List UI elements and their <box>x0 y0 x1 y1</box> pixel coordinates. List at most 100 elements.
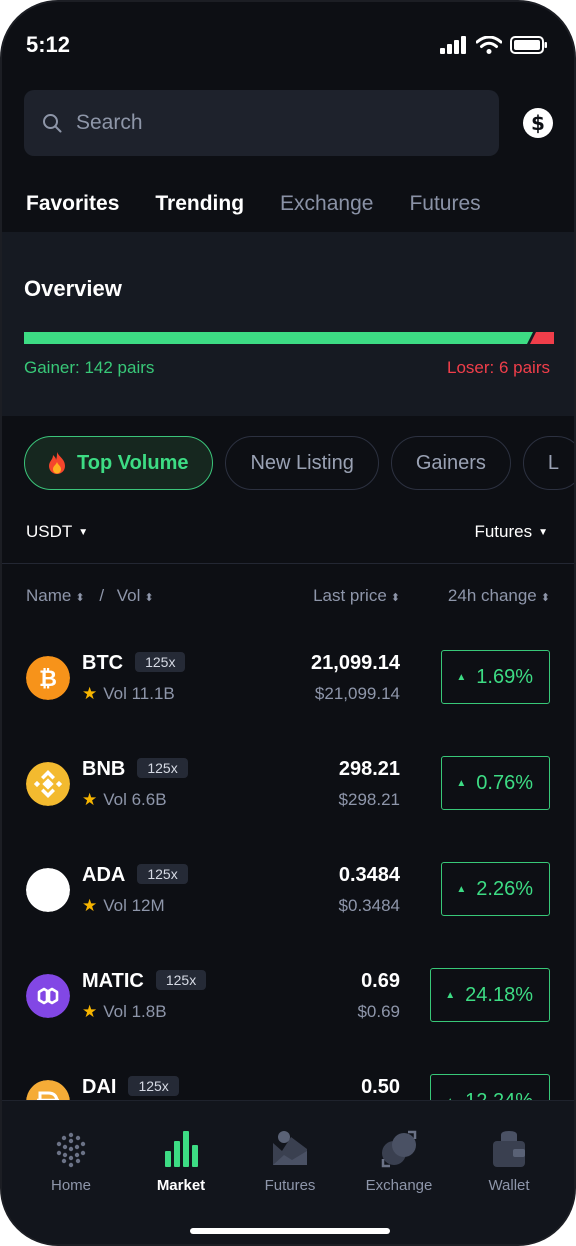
quote-filter-label: USDT <box>26 522 73 541</box>
arrow-up-icon: ▲ <box>445 1095 456 1103</box>
column-name[interactable]: Name ⬍ / Vol ⬍ <box>26 586 154 606</box>
dai-icon <box>26 1080 70 1102</box>
wifi-icon <box>476 36 502 54</box>
chip-top-volume[interactable]: Top Volume <box>24 436 214 490</box>
nav-futures[interactable]: Futures <box>235 1129 345 1194</box>
fire-icon <box>49 452 65 474</box>
price-usd: $0.69 <box>357 1002 400 1021</box>
bnb-icon <box>26 762 70 806</box>
coin-symbol: BTC 125x <box>82 652 186 675</box>
leverage-badge: 125x <box>155 970 207 990</box>
nav-wallet[interactable]: Wallet <box>454 1129 564 1194</box>
change-text: 24.18% <box>465 983 533 1006</box>
nav-exchange[interactable]: Exchange <box>344 1129 454 1194</box>
status-icons <box>440 36 548 54</box>
change-text: 0.76% <box>476 771 533 794</box>
sort-icon: ⬍ <box>144 592 154 604</box>
search-input[interactable]: Search <box>24 90 499 156</box>
column-24h-change[interactable]: 24h change ⬍ <box>448 586 550 606</box>
table-row[interactable]: MATIC 125x ★ Vol 1.8B 0.69 $0.69 ▲ 24.18% <box>2 940 574 1046</box>
coin-symbol: BNB 125x <box>82 758 188 781</box>
chip-new-listing[interactable]: New Listing <box>225 436 379 490</box>
leverage-badge: 125x <box>137 864 188 884</box>
coin-symbol-text: MATIC <box>82 970 144 992</box>
star-icon[interactable]: ★ <box>82 1002 98 1021</box>
change-badge[interactable]: ▲ 12.24% <box>430 1074 550 1102</box>
battery-icon <box>510 36 547 54</box>
price-usd: $21,099.14 <box>314 684 400 703</box>
gainer-segment <box>24 332 533 344</box>
chevron-down-icon: ▼ <box>78 527 89 538</box>
wallet-icon <box>493 1131 525 1167</box>
btc-icon: ₿ <box>26 656 70 700</box>
quote-filter[interactable]: USDT ▼ <box>26 522 88 542</box>
svg-text:₿: ₿ <box>39 667 57 692</box>
search-placeholder: Search <box>76 111 143 134</box>
table-row[interactable]: ₿ BTC 125x ★ Vol 11.1B 21,099.14 $21,099.1… <box>2 622 574 728</box>
change-badge[interactable]: ▲ 0.76% <box>441 756 550 810</box>
exchange-icon <box>381 1130 417 1168</box>
filter-row: USDT ▼ Futures ▼ <box>2 516 574 564</box>
column-change-label: 24h change <box>447 586 537 605</box>
coin-symbol-text: DAI <box>82 1076 117 1098</box>
overview-title: Overview <box>24 276 122 301</box>
change-text: 1.69% <box>476 665 533 688</box>
market-tabs: Favorites Trending Exchange Futures <box>26 192 481 216</box>
chip-gainers[interactable]: Gainers <box>390 436 511 490</box>
change-text: 12.24% <box>465 1089 533 1103</box>
column-price-label: Last price <box>313 586 387 605</box>
change-badge[interactable]: ▲ 2.26% <box>441 862 550 916</box>
market-filter[interactable]: Futures ▼ <box>474 522 548 542</box>
arrow-up-icon: ▲ <box>445 989 456 1001</box>
nav-wallet-label: Wallet <box>488 1177 530 1194</box>
column-separator: / <box>99 586 105 605</box>
table-row[interactable]: BNB 125x ★ Vol 6.6B 298.21 $298.21 ▲ 0.76% <box>2 728 574 834</box>
overview-card: Overview Gainer: 142 pairs Loser: 6 pair… <box>2 232 574 416</box>
volume-text: Vol 11.1B <box>103 684 175 703</box>
leverage-badge: 125x <box>137 758 188 778</box>
coin-volume: ★ Vol 6.6B <box>82 790 167 810</box>
last-price: 0.69 <box>361 970 400 992</box>
change-text: 2.26% <box>476 877 533 900</box>
tab-favorites[interactable]: Favorites <box>26 192 120 215</box>
column-header: Name ⬍ / Vol ⬍ Last price ⬍ 24h change ⬍ <box>2 586 574 610</box>
ada-icon <box>26 868 70 912</box>
chip-label: Top Volume <box>77 451 189 474</box>
coin-volume: ★ Vol 1.8B <box>82 1002 167 1022</box>
star-icon[interactable]: ★ <box>82 684 98 703</box>
change-badge[interactable]: ▲ 24.18% <box>430 968 550 1022</box>
search-icon <box>43 114 62 133</box>
star-icon[interactable]: ★ <box>82 790 98 809</box>
currency-dollar-icon[interactable]: $ <box>522 107 554 139</box>
column-vol-label[interactable]: Vol <box>116 586 141 605</box>
table-row[interactable]: ADA 125x ★ Vol 12M 0.3484 $0.3484 ▲ 2.26% <box>2 834 574 940</box>
last-price: 0.3484 <box>338 864 400 886</box>
column-last-price[interactable]: Last price ⬍ <box>313 586 400 606</box>
table-row[interactable]: DAI 125x 0.50 ▲ 12.24% <box>2 1046 574 1102</box>
futures-icon <box>273 1131 307 1165</box>
tab-trending[interactable]: Trending <box>155 192 245 215</box>
chip-losers[interactable]: L <box>522 436 574 490</box>
price-usd: $298.21 <box>338 790 400 809</box>
star-icon[interactable]: ★ <box>82 896 98 915</box>
loser-label: Loser: 6 pairs <box>447 358 550 377</box>
coin-symbol-text: BTC <box>82 652 124 674</box>
nav-home[interactable]: Home <box>16 1129 126 1194</box>
status-time: 5:12 <box>26 32 71 57</box>
market-list: ₿ BTC 125x ★ Vol 11.1B 21,099.14 $21,099.1… <box>2 622 574 1102</box>
home-indicator[interactable] <box>190 1228 390 1234</box>
leverage-badge: 125x <box>135 652 186 672</box>
coin-volume: ★ Vol 12M <box>82 896 165 916</box>
gainer-loser-bar <box>24 332 554 344</box>
change-badge[interactable]: ▲ 1.69% <box>441 650 550 704</box>
tab-futures[interactable]: Futures <box>409 192 481 215</box>
nav-market[interactable]: Market <box>126 1129 236 1194</box>
category-chips: Top Volume New Listing Gainers L <box>24 436 574 490</box>
coin-symbol: DAI 125x <box>82 1076 179 1099</box>
market-filter-label: Futures <box>474 522 533 541</box>
market-icon <box>165 1131 198 1167</box>
tab-exchange[interactable]: Exchange <box>280 192 374 215</box>
gainer-label: Gainer: 142 pairs <box>24 358 155 377</box>
column-name-label: Name <box>26 586 72 605</box>
loser-segment <box>530 332 554 344</box>
